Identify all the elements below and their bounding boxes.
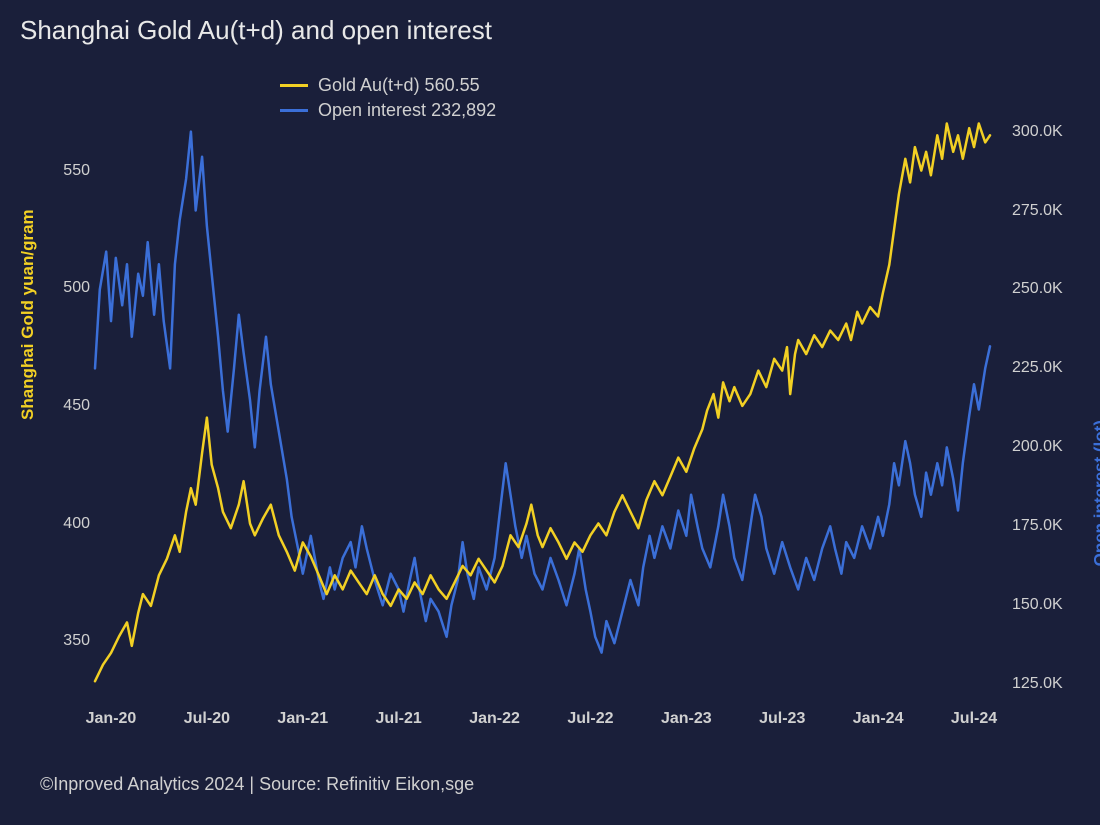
x-tick: Jul-21	[376, 710, 422, 728]
series-line-open_interest	[95, 132, 990, 653]
x-tick: Jan-22	[469, 710, 520, 728]
y-right-tick: 150.0K	[1012, 596, 1063, 614]
y-right-tick: 225.0K	[1012, 359, 1063, 377]
series-svg	[95, 100, 990, 700]
x-tick: Jul-22	[567, 710, 613, 728]
y-right-tick: 275.0K	[1012, 202, 1063, 220]
x-tick: Jan-20	[86, 710, 137, 728]
y-left-tick: 400	[63, 515, 90, 533]
x-tick: Jan-23	[661, 710, 712, 728]
y-right-tick: 200.0K	[1012, 438, 1063, 456]
x-tick: Jul-20	[184, 710, 230, 728]
plot-area	[95, 100, 990, 700]
y-left-axis-label: Shanghai Gold yuan/gram	[18, 209, 38, 420]
x-tick: Jul-24	[951, 710, 997, 728]
source-text: ©Inproved Analytics 2024 | Source: Refin…	[40, 774, 474, 795]
legend-label-gold: Gold Au(t+d) 560.55	[318, 75, 480, 96]
y-right-tick: 300.0K	[1012, 123, 1063, 141]
y-left-tick: 450	[63, 397, 90, 415]
y-right-ticks: 125.0K 150.0K 175.0K 200.0K 225.0K 250.0K 275.…	[1012, 100, 1072, 700]
y-left-ticks: 350 400 450 500 550	[45, 100, 90, 700]
y-left-tick: 350	[63, 632, 90, 650]
chart-container: Shanghai Gold Au(t+d) and open interest …	[0, 0, 1100, 825]
y-right-tick: 250.0K	[1012, 280, 1063, 298]
y-left-tick: 550	[63, 162, 90, 180]
chart-title: Shanghai Gold Au(t+d) and open interest	[20, 15, 492, 46]
y-right-tick: 125.0K	[1012, 675, 1063, 693]
series-line-gold	[95, 124, 990, 682]
legend-swatch-gold	[280, 84, 308, 87]
y-right-axis-label: Open interest (lot)	[1090, 420, 1100, 566]
y-right-tick: 175.0K	[1012, 517, 1063, 535]
legend-item-gold: Gold Au(t+d) 560.55	[280, 75, 496, 96]
y-left-tick: 500	[63, 279, 90, 297]
x-tick: Jan-24	[853, 710, 904, 728]
x-tick: Jan-21	[277, 710, 328, 728]
x-ticks: Jan-20Jul-20Jan-21Jul-21Jan-22Jul-22Jan-…	[95, 710, 990, 740]
x-tick: Jul-23	[759, 710, 805, 728]
